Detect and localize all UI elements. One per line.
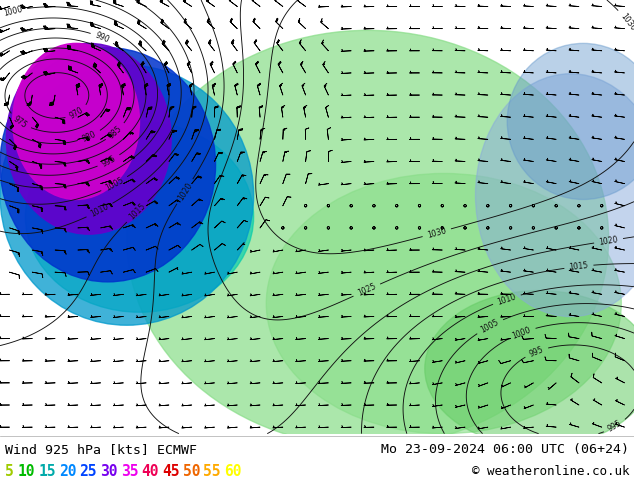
Text: 1010: 1010 xyxy=(89,202,110,219)
Text: 5: 5 xyxy=(5,465,14,479)
Text: Wind 925 hPa [kts] ECMWF: Wind 925 hPa [kts] ECMWF xyxy=(5,443,197,456)
Text: 985: 985 xyxy=(107,124,124,140)
Text: 1030: 1030 xyxy=(426,226,448,240)
Text: 40: 40 xyxy=(141,465,159,479)
Text: Mo 23-09-2024 06:00 UTC (06+24): Mo 23-09-2024 06:00 UTC (06+24) xyxy=(381,443,629,456)
Text: 50: 50 xyxy=(183,465,200,479)
Text: 975: 975 xyxy=(11,114,29,130)
Text: 15: 15 xyxy=(39,465,56,479)
Text: 1005: 1005 xyxy=(104,175,125,193)
Ellipse shape xyxy=(425,291,634,447)
Text: 1000: 1000 xyxy=(511,325,533,341)
Ellipse shape xyxy=(507,44,634,199)
Text: 1025: 1025 xyxy=(356,282,377,298)
Text: 1000: 1000 xyxy=(3,4,23,18)
Ellipse shape xyxy=(25,122,254,312)
Text: 1030: 1030 xyxy=(618,11,634,32)
Text: 10: 10 xyxy=(18,465,36,479)
Text: 995: 995 xyxy=(100,154,117,169)
Text: 55: 55 xyxy=(204,465,221,479)
Text: 1010: 1010 xyxy=(496,292,517,307)
Text: 45: 45 xyxy=(162,465,179,479)
Ellipse shape xyxy=(0,48,216,282)
Text: © weatheronline.co.uk: © weatheronline.co.uk xyxy=(472,466,629,478)
Text: 1015: 1015 xyxy=(569,261,589,272)
Text: 1020: 1020 xyxy=(598,235,619,246)
Text: 1005: 1005 xyxy=(479,318,500,335)
Text: 60: 60 xyxy=(224,465,242,479)
Ellipse shape xyxy=(127,30,609,447)
Text: 30: 30 xyxy=(100,465,118,479)
Text: 25: 25 xyxy=(80,465,97,479)
Text: 35: 35 xyxy=(121,465,138,479)
Text: 1020: 1020 xyxy=(176,181,194,202)
Ellipse shape xyxy=(0,65,254,325)
Ellipse shape xyxy=(6,43,171,234)
Ellipse shape xyxy=(266,173,621,434)
Text: 995: 995 xyxy=(528,345,545,359)
Ellipse shape xyxy=(476,74,634,317)
Text: 20: 20 xyxy=(59,465,77,479)
Text: 1015: 1015 xyxy=(127,202,147,221)
Text: 970: 970 xyxy=(68,105,86,121)
Ellipse shape xyxy=(13,44,139,199)
Text: 990: 990 xyxy=(94,31,111,45)
Text: 980: 980 xyxy=(81,129,98,144)
Text: 995: 995 xyxy=(606,419,623,434)
